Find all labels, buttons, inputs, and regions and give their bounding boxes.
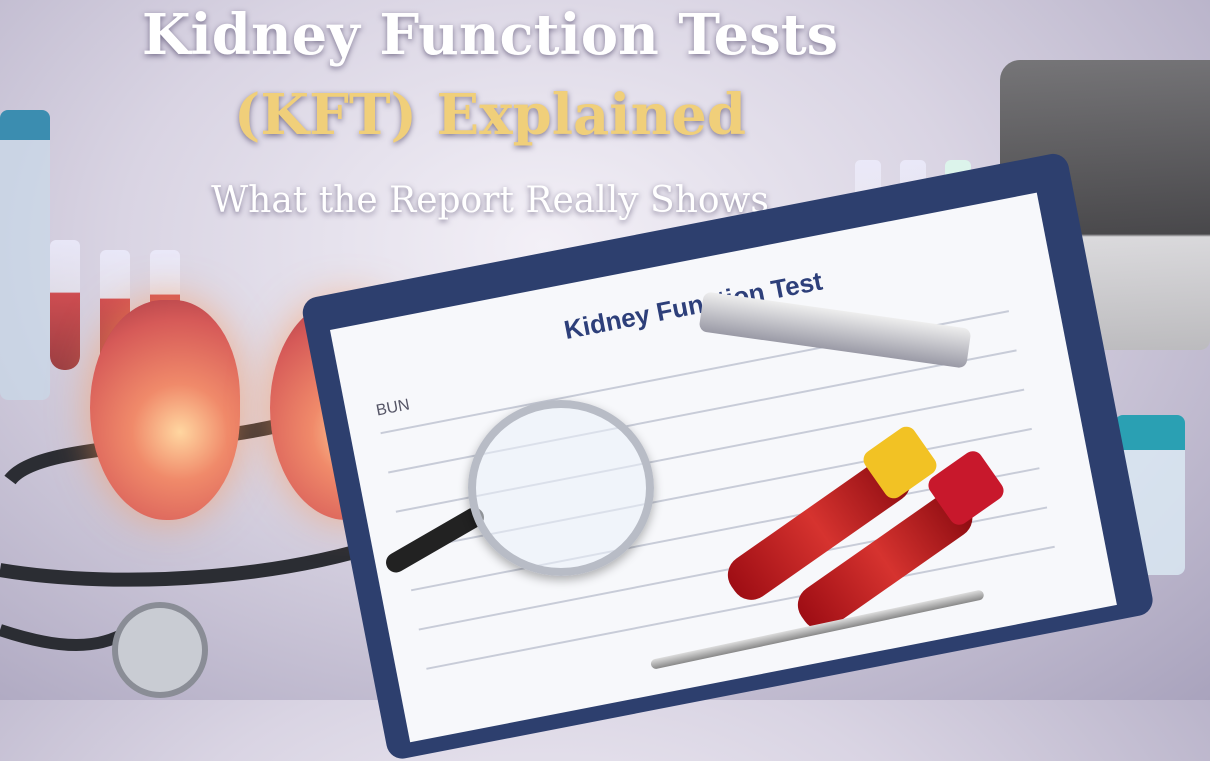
report-label-bun: BUN: [374, 396, 412, 420]
subtitle: What the Report Really Shows: [211, 180, 769, 221]
title-line-1: Kidney Function Tests: [141, 2, 839, 68]
magnifying-glass-icon: [468, 400, 654, 576]
left-kidney: [90, 300, 240, 520]
title-line-2: (KFT) Explained: [233, 82, 747, 148]
bottle: [0, 110, 50, 400]
test-tube: [50, 240, 80, 370]
